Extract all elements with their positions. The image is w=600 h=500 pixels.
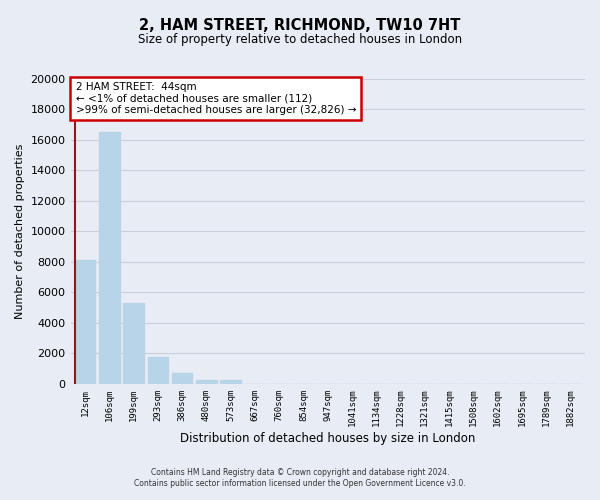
- Text: 2, HAM STREET, RICHMOND, TW10 7HT: 2, HAM STREET, RICHMOND, TW10 7HT: [139, 18, 461, 32]
- Y-axis label: Number of detached properties: Number of detached properties: [15, 144, 25, 319]
- Bar: [220, 380, 241, 384]
- Bar: [148, 356, 168, 384]
- Bar: [99, 132, 119, 384]
- Bar: [75, 260, 95, 384]
- Bar: [124, 303, 144, 384]
- X-axis label: Distribution of detached houses by size in London: Distribution of detached houses by size …: [180, 432, 475, 445]
- Text: Size of property relative to detached houses in London: Size of property relative to detached ho…: [138, 32, 462, 46]
- Text: Contains HM Land Registry data © Crown copyright and database right 2024.
Contai: Contains HM Land Registry data © Crown c…: [134, 468, 466, 487]
- Text: 2 HAM STREET:  44sqm
← <1% of detached houses are smaller (112)
>99% of semi-det: 2 HAM STREET: 44sqm ← <1% of detached ho…: [76, 82, 356, 115]
- Bar: [172, 372, 193, 384]
- Bar: [196, 380, 217, 384]
